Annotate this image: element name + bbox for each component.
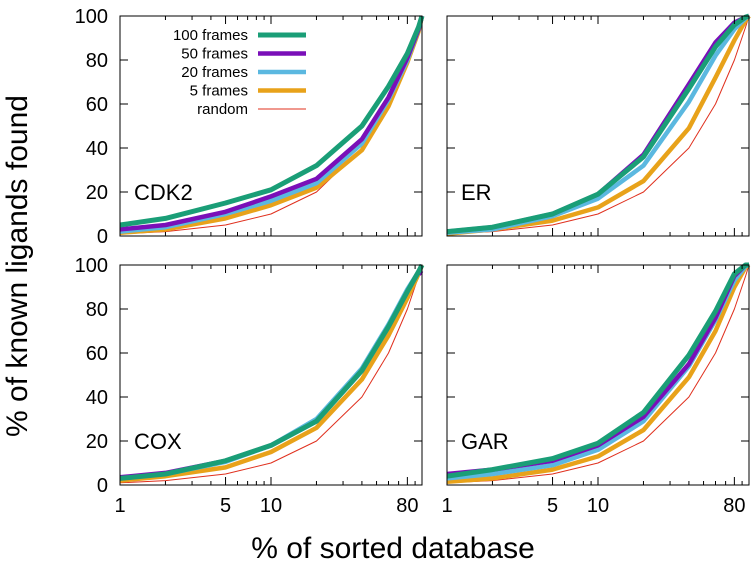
x-tick-label: 5 <box>220 495 231 517</box>
y-tick-label: 40 <box>86 138 108 160</box>
panel-label-gar: GAR <box>461 429 509 454</box>
x-tick-label: 1 <box>441 495 452 517</box>
series-line-gar-5-frames <box>446 263 751 484</box>
series-line-er-100-frames <box>446 13 750 235</box>
y-tick-label: 0 <box>97 226 108 248</box>
panel-er: ER <box>446 13 751 237</box>
y-tick-label: 100 <box>75 255 108 277</box>
y-tick-label: 80 <box>86 50 108 72</box>
x-tick-label: 80 <box>396 495 418 517</box>
series-line-er-5-frames <box>446 14 751 237</box>
panel-label-er: ER <box>461 180 492 205</box>
legend-label-100-frames: 100 frames <box>173 27 248 44</box>
panel-label-cdk2: CDK2 <box>134 180 193 205</box>
series-line-cdk2-100-frames <box>119 15 425 228</box>
legend-label-random: random <box>197 101 248 118</box>
y-tick-label: 60 <box>86 94 108 116</box>
series-line-gar-100-frames <box>446 262 749 479</box>
y-tick-label: 0 <box>97 475 108 497</box>
panel-label-cox: COX <box>134 429 182 454</box>
x-tick-label: 10 <box>260 495 282 517</box>
series-line-gar-random <box>446 264 750 484</box>
y-tick-label: 40 <box>86 387 108 409</box>
panel-cox: 0 20 40 60 80 100 1 5 10 80 COX <box>75 255 425 517</box>
plot-frame-er <box>446 15 750 237</box>
legend-label-50-frames: 50 frames <box>181 46 248 63</box>
y-tick-label: 20 <box>86 431 108 453</box>
panel-cdk2: 0 20 40 60 80 100 CDK2 <box>75 6 425 248</box>
panels-group: 0 20 40 60 80 100 CDK2 ER 0 20 40 60 80 100 1 5 10 80 COX 1… <box>75 6 751 517</box>
y-tick-label: 100 <box>75 6 108 28</box>
y-axis-title: % of known ligands found <box>1 95 34 437</box>
x-tick-label: 80 <box>723 495 745 517</box>
legend-label-5-frames: 5 frames <box>190 83 248 100</box>
x-tick-label: 1 <box>114 495 125 517</box>
x-tick-label: 5 <box>547 495 558 517</box>
y-tick-label: 20 <box>86 182 108 204</box>
y-tick-label: 60 <box>86 343 108 365</box>
x-axis-title: % of sorted database <box>251 532 535 565</box>
series-line-cox-random <box>119 264 423 484</box>
x-tick-label: 10 <box>587 495 609 517</box>
panel-gar: 1 5 10 80 GAR <box>441 262 751 517</box>
y-tick-label: 80 <box>86 299 108 321</box>
series-line-cox-100-frames <box>119 263 425 481</box>
series-line-er-random <box>446 15 750 235</box>
legend-label-20-frames: 20 frames <box>181 64 248 81</box>
